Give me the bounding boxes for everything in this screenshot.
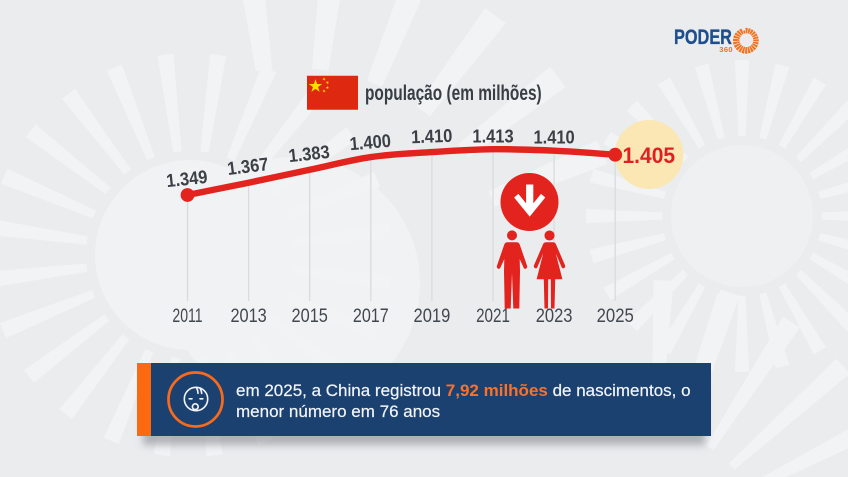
svg-text:1.405: 1.405 [623,142,676,168]
svg-text:1.349: 1.349 [165,166,208,191]
svg-text:2017: 2017 [353,305,389,327]
svg-text:2015: 2015 [292,305,328,326]
svg-text:2019: 2019 [414,305,451,326]
svg-text:2025: 2025 [597,305,634,326]
svg-text:2021: 2021 [476,304,510,326]
svg-text:1.367: 1.367 [226,153,269,179]
svg-text:2023: 2023 [536,305,573,326]
svg-text:2011: 2011 [172,305,202,327]
svg-text:1.413: 1.413 [472,125,513,146]
svg-text:1.383: 1.383 [287,141,330,166]
svg-text:2013: 2013 [230,305,266,326]
svg-text:1.410: 1.410 [411,125,453,148]
svg-text:1.400: 1.400 [349,130,392,155]
svg-text:1.410: 1.410 [534,127,575,148]
